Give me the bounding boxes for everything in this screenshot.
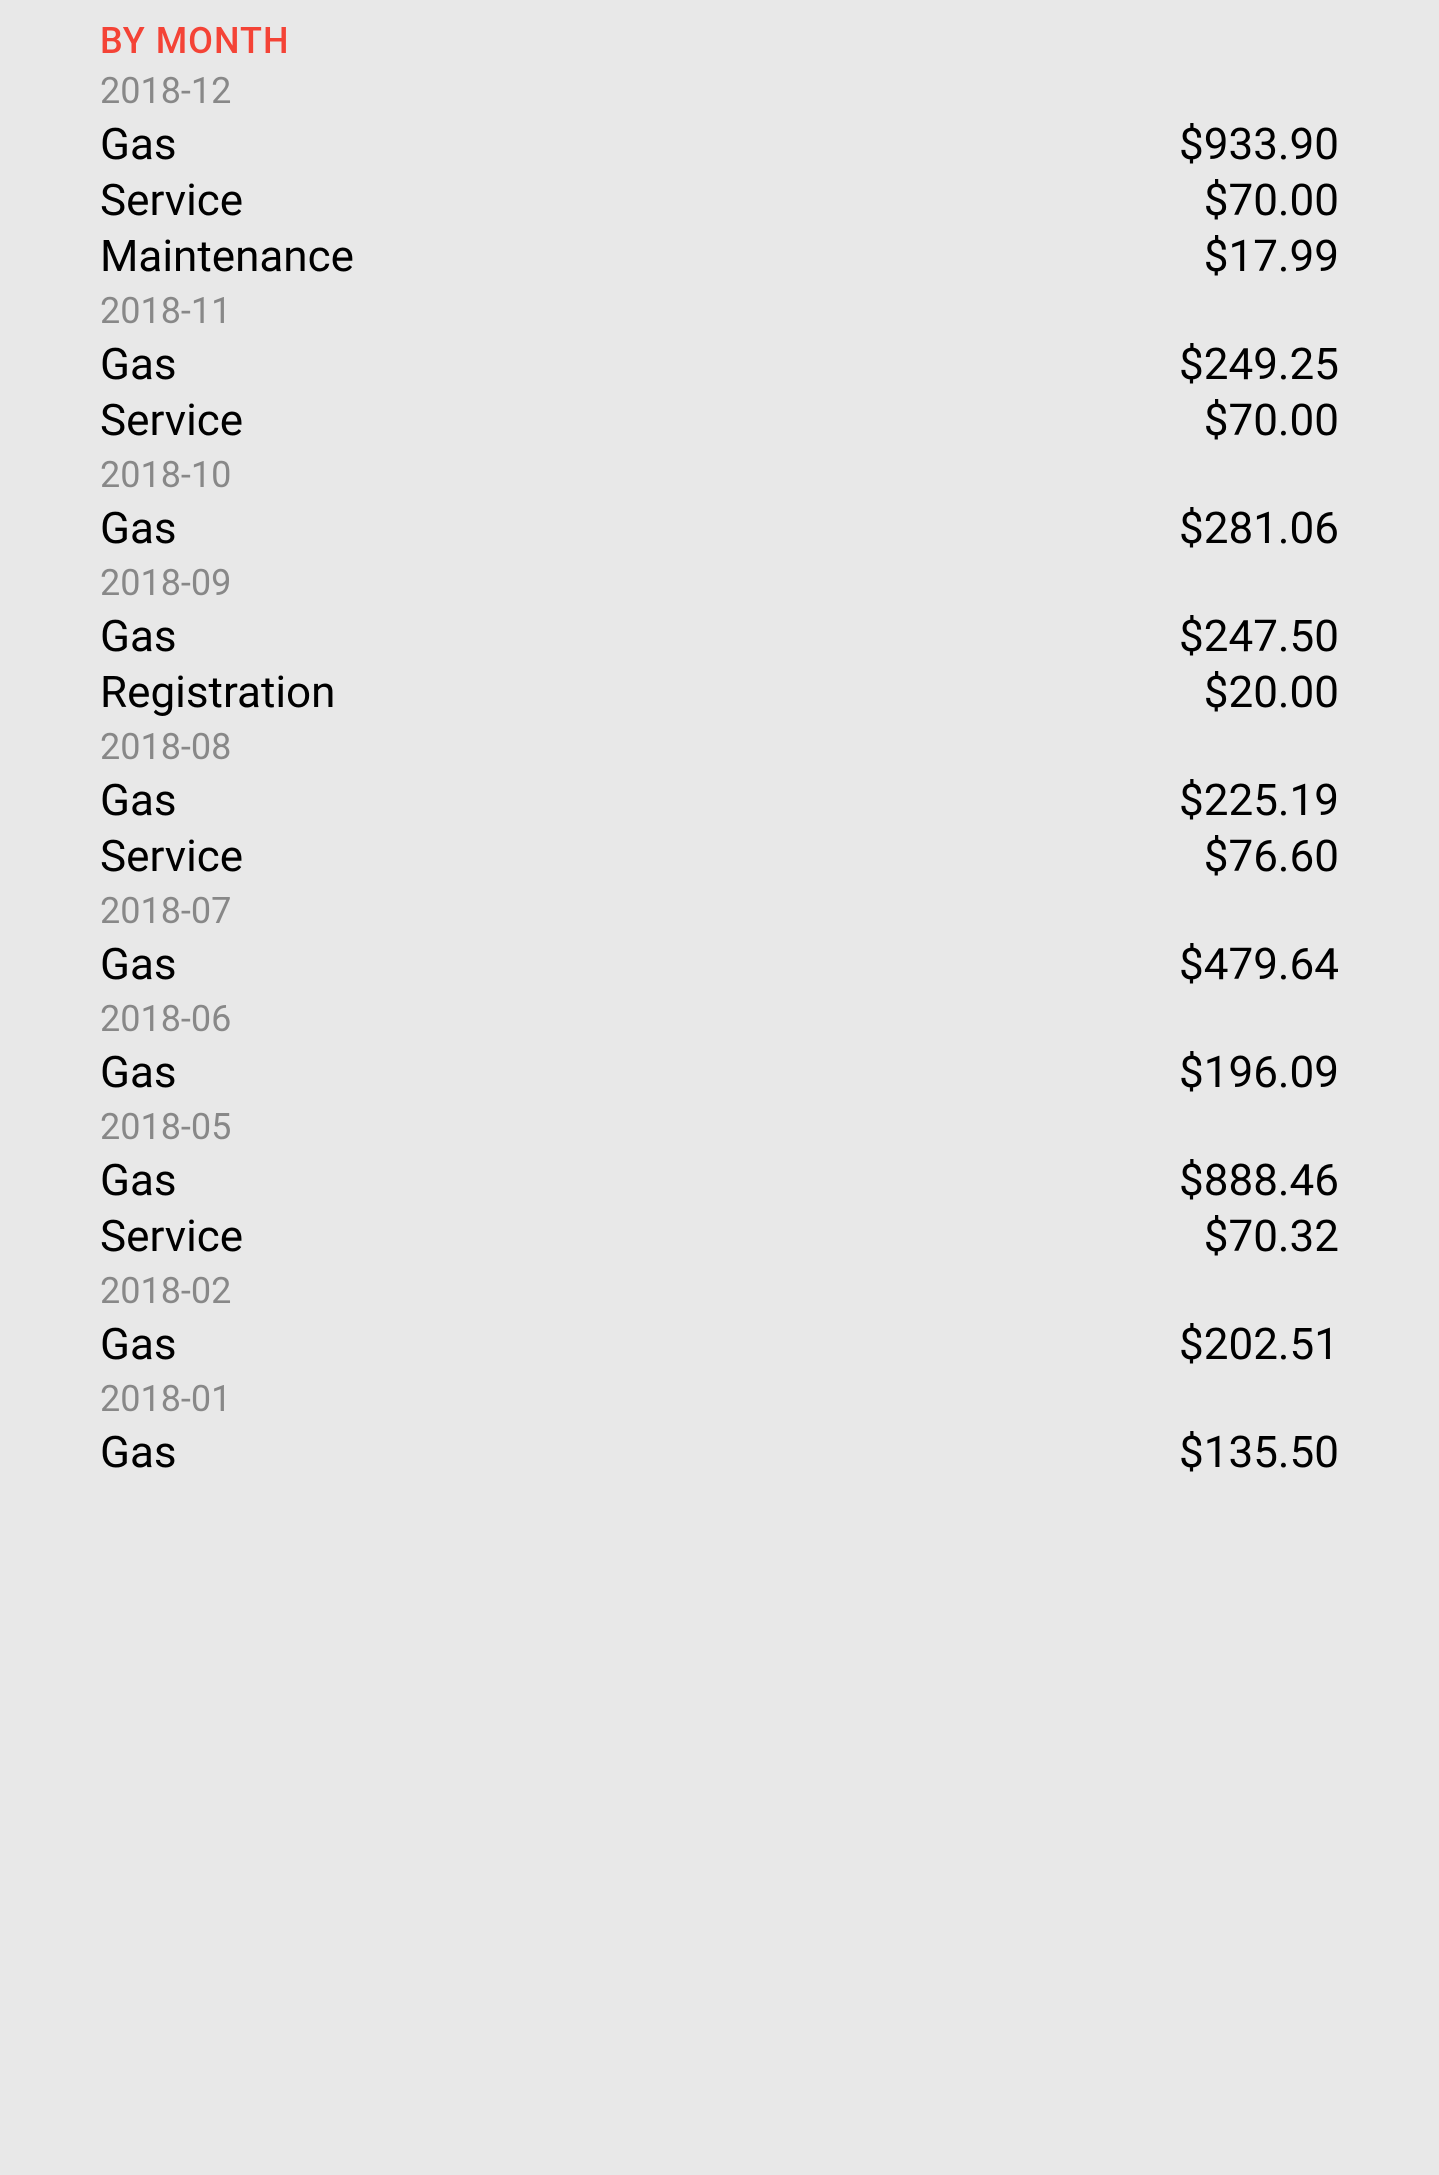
- month-label: 2018-09: [100, 562, 1339, 604]
- expense-amount: $479.64: [1179, 938, 1339, 990]
- expense-amount: $202.51: [1179, 1318, 1339, 1370]
- month-group: 2018-01 Gas $135.50: [100, 1378, 1339, 1480]
- expense-row[interactable]: Gas $281.06: [100, 500, 1339, 556]
- expense-category: Gas: [100, 502, 177, 554]
- expense-category: Gas: [100, 774, 177, 826]
- expense-row[interactable]: Service $70.32: [100, 1208, 1339, 1264]
- expense-amount: $225.19: [1179, 774, 1339, 826]
- month-label: 2018-01: [100, 1378, 1339, 1420]
- expense-amount: $70.32: [1204, 1210, 1339, 1262]
- month-group: 2018-12Gas$933.90Service$70.00Maintenanc…: [100, 70, 1339, 284]
- month-group: 2018-05 Gas $888.46 Service $70.32: [100, 1106, 1339, 1264]
- expense-row[interactable]: Registration $20.00: [100, 664, 1339, 720]
- expense-amount: $247.50: [1179, 610, 1339, 662]
- expense-row[interactable]: Gas $479.64: [100, 936, 1339, 992]
- expense-amount: $196.09: [1179, 1046, 1339, 1098]
- expense-row[interactable]: Service $70.00: [100, 172, 1339, 228]
- expense-row[interactable]: Gas $225.19: [100, 772, 1339, 828]
- expense-category: Service: [100, 830, 243, 882]
- month-label: 2018-10: [100, 454, 1339, 496]
- expense-amount: $70.00: [1204, 394, 1339, 446]
- expense-row[interactable]: Gas $196.09: [100, 1044, 1339, 1100]
- month-label: 2018-05: [100, 1106, 1339, 1148]
- expense-amount: $76.60: [1204, 830, 1339, 882]
- expense-category: Registration: [100, 666, 335, 718]
- expense-row[interactable]: Gas $249.25: [100, 336, 1339, 392]
- expense-row[interactable]: Service $76.60: [100, 828, 1339, 884]
- expense-amount: $249.25: [1179, 338, 1339, 390]
- expense-row[interactable]: Gas $247.50: [100, 608, 1339, 664]
- expense-category: Gas: [100, 1154, 177, 1206]
- month-label: 2018-06: [100, 998, 1339, 1040]
- expense-amount: $70.00: [1204, 174, 1339, 226]
- expense-row[interactable]: Maintenance $17.99: [100, 228, 1339, 284]
- month-group: 2018-08 Gas $225.19 Service $76.60: [100, 726, 1339, 884]
- months-list: 2018-12Gas$933.90Service$70.00Maintenanc…: [100, 70, 1339, 1480]
- month-group: 2018-07 Gas $479.64: [100, 890, 1339, 992]
- expense-row[interactable]: Gas $202.51: [100, 1316, 1339, 1372]
- month-group: 2018-09 Gas $247.50 Registration $20.00: [100, 562, 1339, 720]
- expense-amount: $20.00: [1204, 666, 1339, 718]
- expense-amount: $135.50: [1179, 1426, 1339, 1478]
- month-group: 2018-06 Gas $196.09: [100, 998, 1339, 1100]
- expense-row[interactable]: Gas $135.50: [100, 1424, 1339, 1480]
- expense-category: Maintenance: [100, 230, 354, 282]
- expense-category: Gas: [100, 1426, 177, 1478]
- expense-category: Gas: [100, 1046, 177, 1098]
- month-label: 2018-02: [100, 1270, 1339, 1312]
- month-label: 2018-11: [100, 290, 1339, 332]
- expense-category: Service: [100, 1210, 243, 1262]
- month-group: 2018-11 Gas $249.25 Service $70.00: [100, 290, 1339, 448]
- expense-row[interactable]: Gas $933.90: [100, 116, 1339, 172]
- expense-category: Gas: [100, 938, 177, 990]
- expense-category: Gas: [100, 1318, 177, 1370]
- expense-category: Gas: [100, 610, 177, 662]
- expense-row[interactable]: Gas $888.46: [100, 1152, 1339, 1208]
- expense-category: Service: [100, 174, 243, 226]
- expense-amount: $281.06: [1179, 502, 1339, 554]
- month-label: 2018-12: [100, 70, 1339, 112]
- month-group: 2018-10 Gas $281.06: [100, 454, 1339, 556]
- expense-category: Gas: [100, 118, 177, 170]
- expense-amount: $888.46: [1179, 1154, 1339, 1206]
- expense-amount: $17.99: [1204, 230, 1339, 282]
- expense-category: Gas: [100, 338, 177, 390]
- section-header: BY MONTH: [100, 20, 1339, 62]
- month-group: 2018-02 Gas $202.51: [100, 1270, 1339, 1372]
- expense-row[interactable]: Service $70.00: [100, 392, 1339, 448]
- expense-category: Service: [100, 394, 243, 446]
- month-label: 2018-07: [100, 890, 1339, 932]
- month-label: 2018-08: [100, 726, 1339, 768]
- expense-amount: $933.90: [1179, 118, 1339, 170]
